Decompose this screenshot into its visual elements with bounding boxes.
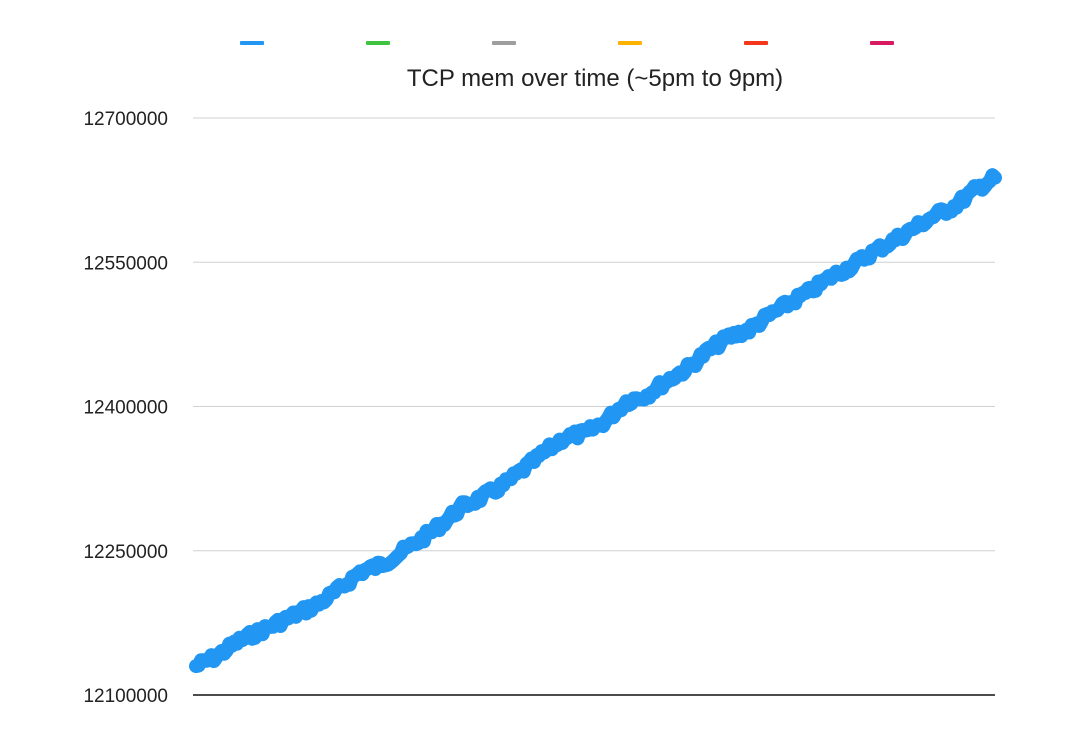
chart-legend (240, 41, 894, 45)
legend-swatch (240, 41, 264, 45)
data-point (582, 430, 589, 437)
data-point (193, 663, 199, 670)
data-point (992, 174, 998, 181)
data-point (828, 273, 835, 280)
legend-swatch (618, 41, 642, 45)
data-point (746, 326, 753, 333)
data-point (336, 586, 343, 593)
data-point (418, 536, 425, 543)
data-point (848, 263, 855, 270)
data-point (664, 377, 671, 384)
data-point (807, 288, 814, 295)
y-gridlines (193, 117, 995, 552)
data-point (561, 434, 568, 441)
y-tick-label: 12550000 (83, 253, 168, 274)
data-point (766, 312, 773, 319)
data-point (438, 520, 445, 527)
data-point (295, 610, 302, 617)
data-point (725, 334, 732, 341)
data-point (971, 187, 978, 194)
data-point (233, 639, 240, 646)
data-point (254, 629, 261, 636)
legend-swatch (870, 41, 894, 45)
data-point (479, 493, 486, 500)
data-point (397, 549, 404, 556)
y-axis-tick-labels: 12100000 12250000 12400000 12550000 12700000 (83, 109, 168, 707)
data-point (274, 619, 281, 626)
chart-title: TCP mem over time (~5pm to 9pm) (407, 65, 783, 92)
data-point (541, 449, 548, 456)
data-point (459, 503, 466, 510)
data-point (643, 391, 650, 398)
y-tick-label: 12100000 (83, 686, 168, 707)
data-point (500, 482, 507, 489)
data-point (684, 365, 691, 372)
data-point (315, 600, 322, 607)
data-point (602, 417, 609, 424)
data-point (889, 238, 896, 245)
data-point (910, 225, 917, 232)
legend-swatch (744, 41, 768, 45)
y-tick-label: 12400000 (83, 398, 168, 419)
series-group (189, 168, 1002, 674)
legend-swatch (366, 41, 390, 45)
series-line (189, 168, 1002, 674)
data-point (787, 299, 794, 306)
data-point (520, 466, 527, 473)
data-point (705, 347, 712, 354)
data-point (356, 568, 363, 575)
data-point (213, 653, 220, 660)
data-point (869, 249, 876, 256)
y-tick-label: 12700000 (83, 109, 168, 130)
legend-swatch (492, 41, 516, 45)
data-point (377, 562, 384, 569)
data-point (623, 398, 630, 405)
data-point (930, 213, 937, 220)
data-point (951, 203, 958, 210)
y-tick-label: 12250000 (83, 542, 168, 563)
